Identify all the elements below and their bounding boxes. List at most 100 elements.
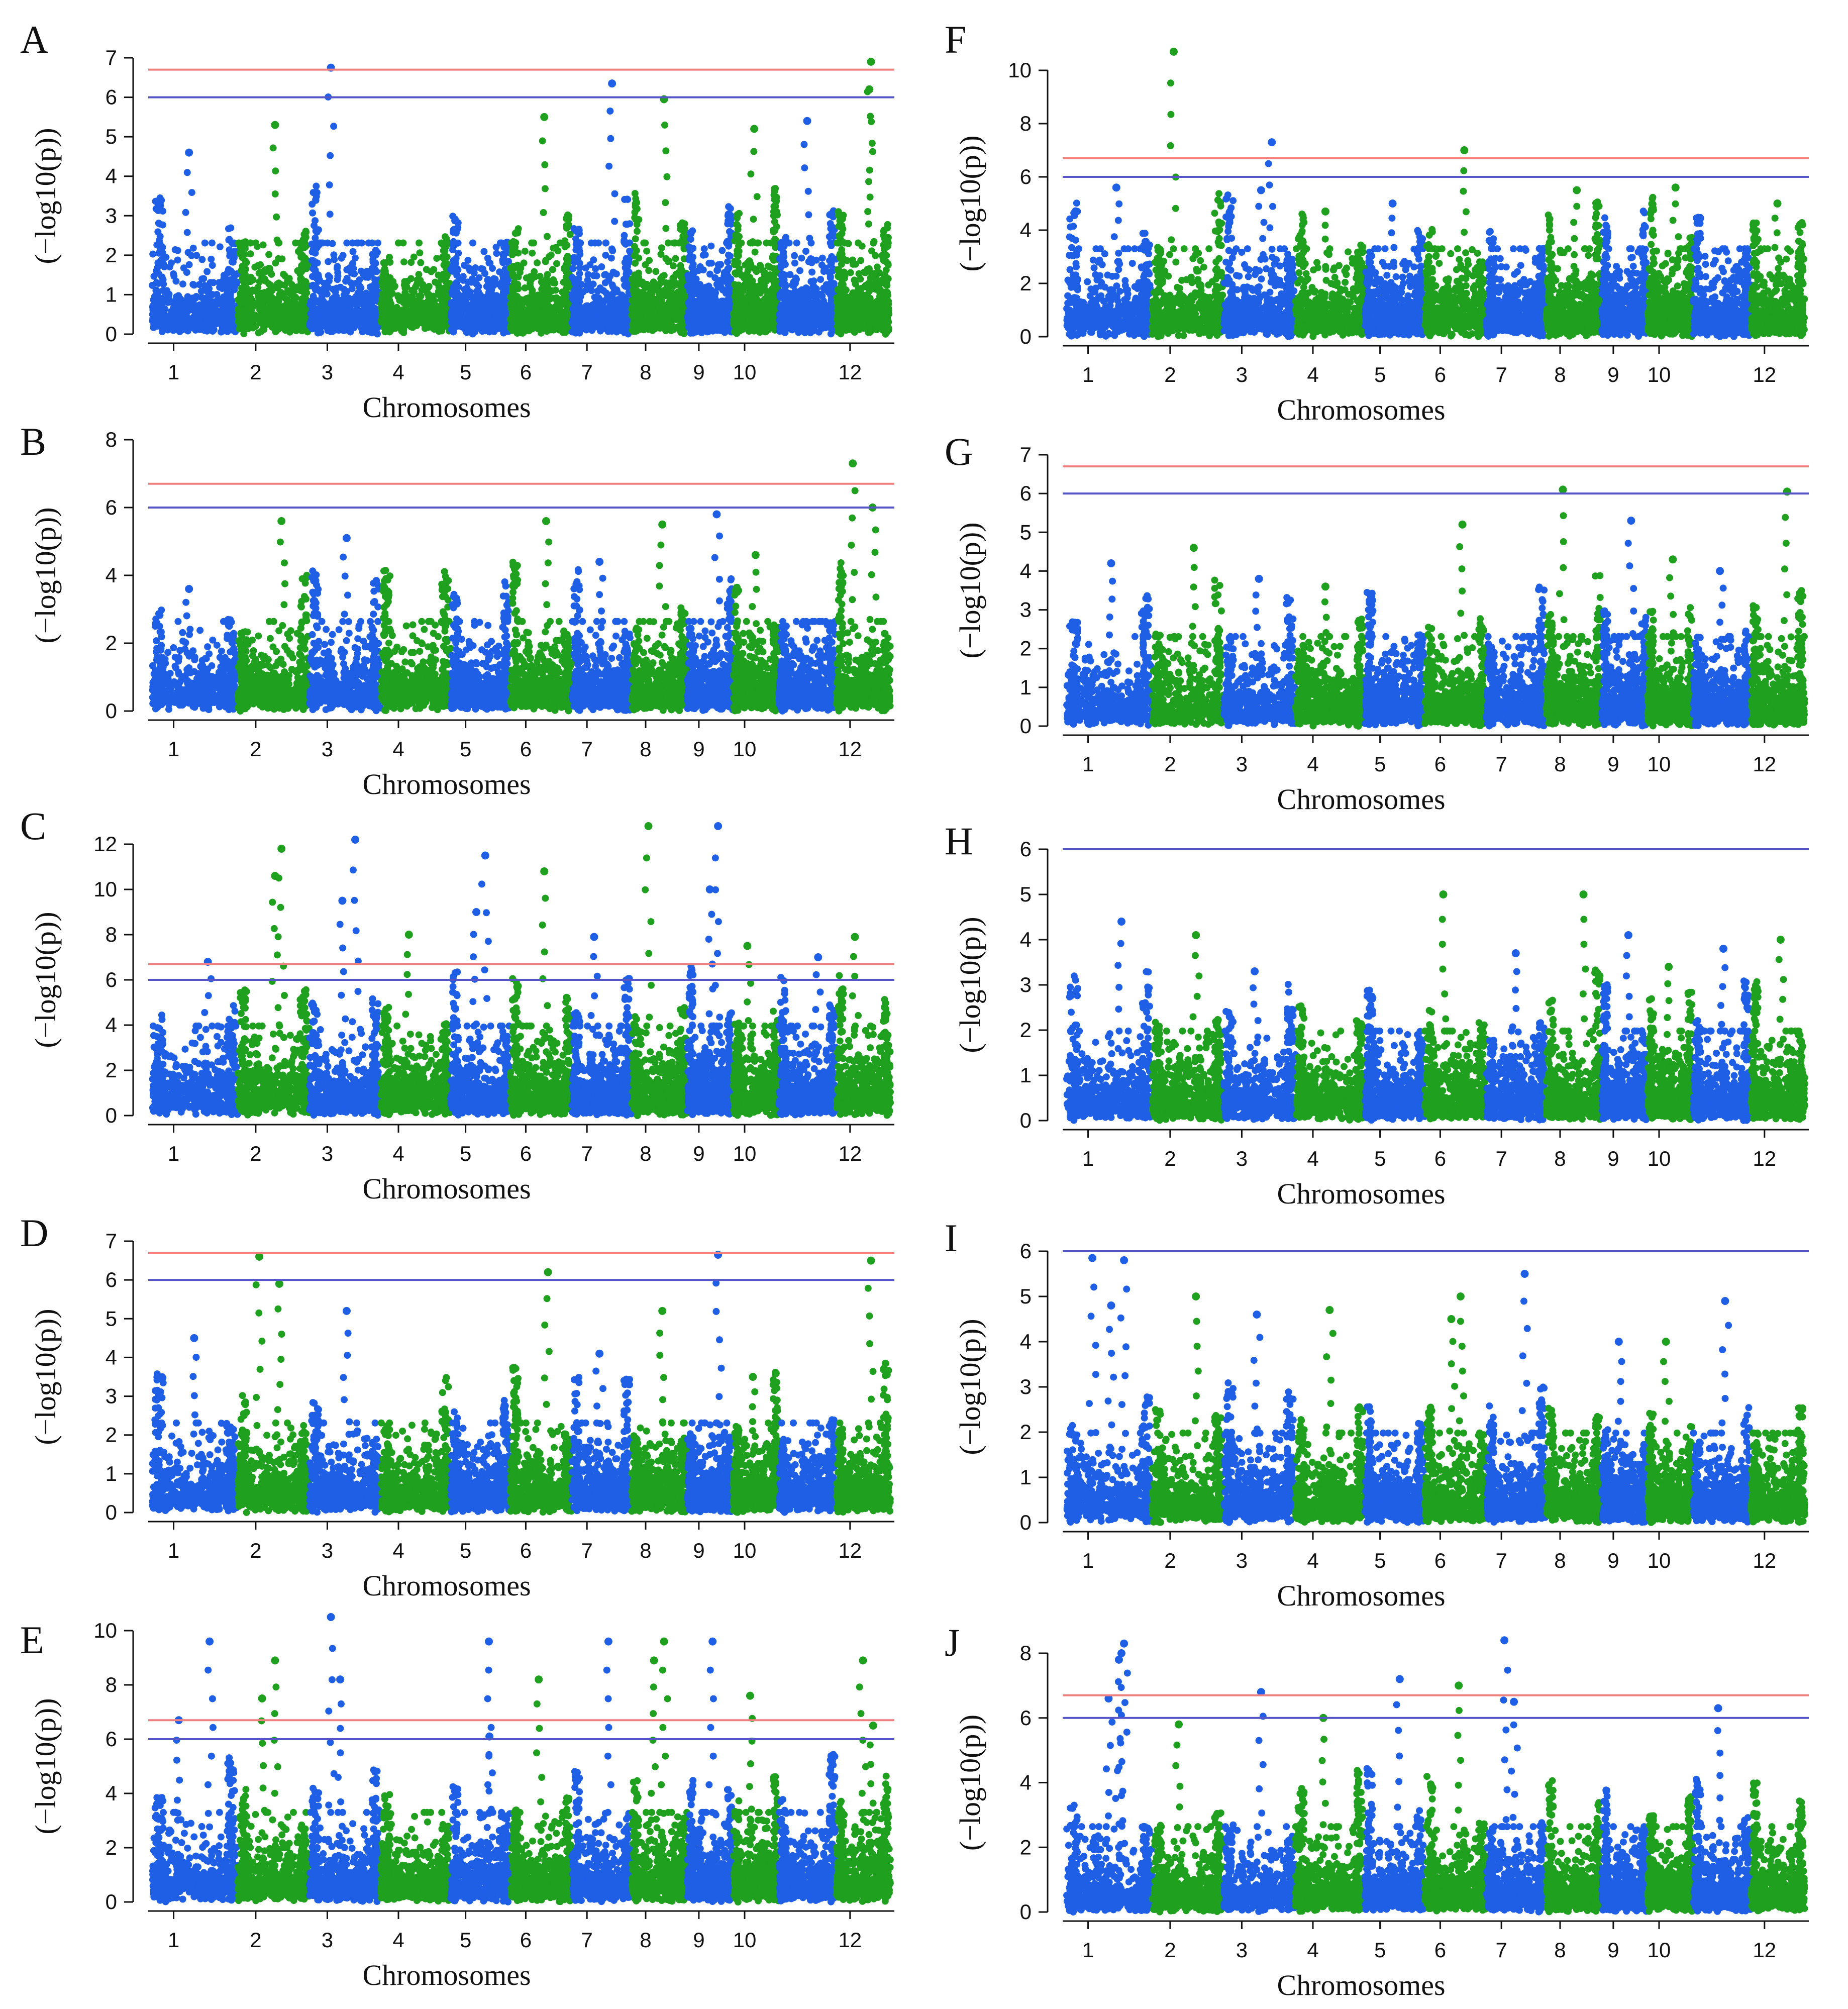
snp-point <box>273 326 280 333</box>
snp-point <box>298 275 305 282</box>
snp-point <box>155 319 162 326</box>
snp-point <box>441 247 448 254</box>
snp-point <box>430 309 437 316</box>
snp-point <box>169 326 176 333</box>
snp-point <box>312 235 319 242</box>
snp-point <box>203 268 211 275</box>
snp-point <box>333 293 340 300</box>
snp-point <box>170 270 177 277</box>
snp-point <box>224 328 231 335</box>
snp-point <box>265 280 272 287</box>
snp-point <box>166 263 173 270</box>
snp-point <box>152 287 159 294</box>
snp-point <box>201 240 209 247</box>
snp-point <box>269 287 276 294</box>
snp-point <box>240 278 247 285</box>
snp-point <box>193 252 200 259</box>
snp-point <box>174 247 181 254</box>
snp-point <box>334 265 341 272</box>
snp-point <box>160 310 167 317</box>
snp-point <box>431 326 438 333</box>
snp-point <box>279 307 286 314</box>
snp-point <box>240 266 247 273</box>
snp-point <box>333 285 340 292</box>
snp-point <box>243 317 250 324</box>
snp-point <box>386 302 393 309</box>
snp-point <box>149 311 156 318</box>
snp-point <box>422 306 429 313</box>
snp-point <box>209 291 216 298</box>
snp-point <box>252 240 259 247</box>
snp-point <box>202 318 210 325</box>
snp-point <box>325 303 332 310</box>
snp-point <box>208 256 215 263</box>
snp-point <box>302 234 310 241</box>
snp-point <box>343 240 350 247</box>
snp-point <box>341 322 348 329</box>
snp-point <box>343 297 350 304</box>
snp-point <box>354 240 361 247</box>
snp-point <box>323 321 330 328</box>
snp-point <box>277 289 284 296</box>
snp-point <box>338 315 345 322</box>
snp-point <box>314 318 321 325</box>
snp-point <box>309 273 316 280</box>
snp-point <box>399 296 406 303</box>
snp-point <box>395 240 402 247</box>
snp-point <box>225 266 232 273</box>
snp-point <box>242 243 249 250</box>
snp-point <box>292 323 299 330</box>
snp-point <box>217 309 224 316</box>
snp-point <box>401 289 408 296</box>
snp-point <box>230 274 237 281</box>
snp-point <box>429 295 436 303</box>
snp-point <box>361 299 368 306</box>
snp-point <box>361 310 368 317</box>
snp-point <box>372 260 379 267</box>
snp-point <box>393 309 400 316</box>
snp-point <box>248 306 255 313</box>
snp-point <box>156 221 163 228</box>
snp-point <box>265 251 272 258</box>
snp-point <box>374 240 381 247</box>
snp-point <box>253 287 260 294</box>
snp-point <box>252 323 259 330</box>
snp-point <box>357 320 364 327</box>
snp-point <box>243 288 250 295</box>
snp-point <box>209 262 216 269</box>
snp-point <box>154 259 161 266</box>
snp-point <box>172 278 179 285</box>
snp-point <box>422 323 429 330</box>
snp-point <box>198 256 206 263</box>
snp-point <box>417 259 424 266</box>
snp-point <box>217 243 224 250</box>
snp-point <box>372 285 379 292</box>
snp-point <box>257 268 264 275</box>
snp-point <box>350 248 357 255</box>
snp-point <box>227 293 234 300</box>
snp-point <box>381 292 388 299</box>
snp-point <box>358 268 365 275</box>
snp-point <box>255 293 262 300</box>
snp-point <box>416 240 423 247</box>
snp-point <box>400 258 407 265</box>
snp-point <box>198 294 205 301</box>
snp-point <box>183 310 190 317</box>
snp-point <box>264 321 271 328</box>
snp-point <box>159 287 166 294</box>
snp-point <box>350 265 357 272</box>
snp-point <box>242 258 249 265</box>
snp-point <box>362 274 369 281</box>
snp-point <box>401 278 408 285</box>
snp-point <box>271 296 278 303</box>
snp-point <box>149 251 156 258</box>
snp-point <box>287 307 294 314</box>
snp-point <box>154 228 161 235</box>
snp-point <box>227 282 234 289</box>
snp-point <box>334 276 341 283</box>
snp-point <box>173 316 180 323</box>
snp-point <box>333 320 340 327</box>
snp-point <box>241 323 248 330</box>
